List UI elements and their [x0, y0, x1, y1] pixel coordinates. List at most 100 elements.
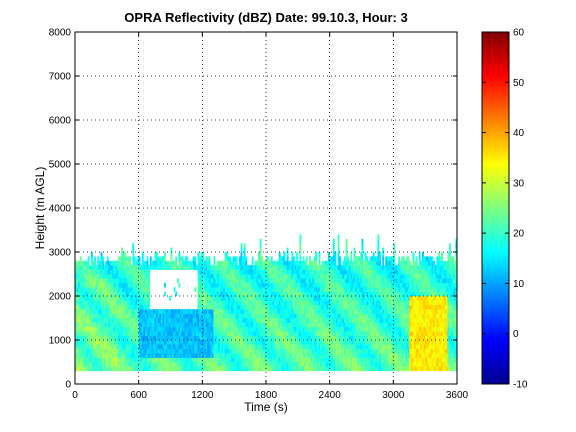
heatmap-cell	[224, 331, 227, 336]
heatmap-cell	[238, 309, 241, 314]
heatmap-cell	[240, 322, 243, 328]
heatmap-cell	[283, 296, 286, 301]
heatmap-cell	[156, 366, 159, 372]
heatmap-cell	[132, 335, 135, 341]
heatmap-cell	[211, 348, 214, 354]
heatmap-cell	[318, 340, 321, 345]
heatmap-cell	[374, 313, 377, 319]
heatmap-cell	[359, 252, 362, 257]
heatmap-cell	[211, 300, 214, 306]
heatmap-cell	[221, 340, 224, 345]
heatmap-cell	[122, 256, 125, 262]
heatmap-cell	[221, 260, 224, 266]
heatmap-cell	[347, 304, 350, 310]
heatmap-cell	[356, 300, 359, 306]
heatmap-cell	[208, 269, 211, 275]
heatmap-cell	[87, 296, 90, 301]
heatmap-cell	[95, 278, 98, 284]
heatmap-cell	[374, 260, 377, 266]
heatmap-cell	[343, 340, 346, 345]
heatmap-cell	[358, 304, 361, 310]
heatmap-cell	[84, 344, 87, 350]
heatmap-cell	[272, 309, 275, 314]
heatmap-cell	[100, 335, 103, 341]
heatmap-cell	[315, 318, 318, 323]
heatmap-cell	[76, 287, 79, 292]
heatmap-cell	[243, 291, 246, 297]
heatmap-cell	[291, 318, 294, 323]
heatmap-cell	[375, 291, 378, 297]
heatmap-cell	[215, 291, 217, 297]
heatmap-cell	[361, 331, 364, 336]
heatmap-cell	[296, 318, 299, 323]
heatmap-cell	[103, 318, 106, 323]
heatmap-cell	[382, 326, 385, 332]
heatmap-cell	[388, 322, 391, 328]
heatmap-cell	[135, 274, 138, 279]
heatmap-cell	[391, 353, 394, 358]
heatmap-cell	[364, 313, 367, 319]
heatmap-cell	[251, 313, 254, 319]
heatmap-cell	[216, 335, 219, 341]
heatmap-cell	[259, 362, 262, 367]
heatmap-cell	[355, 322, 358, 328]
heatmap-cell	[79, 362, 82, 367]
heatmap-cell	[199, 309, 202, 314]
heatmap-cell	[266, 331, 268, 336]
heatmap-cell	[324, 274, 327, 279]
heatmap-cell	[380, 344, 383, 350]
heatmap-cell	[197, 296, 200, 301]
heatmap-cell	[227, 296, 230, 301]
heatmap-cell	[194, 322, 197, 328]
heatmap-cell	[90, 362, 93, 367]
heatmap-cell	[105, 274, 108, 279]
heatmap-cell	[178, 348, 181, 354]
heatmap-cell	[79, 269, 82, 275]
heatmap-cell	[143, 269, 146, 275]
heatmap-cell	[207, 304, 209, 310]
heatmap-cell	[243, 252, 246, 257]
heatmap-cell	[87, 357, 90, 363]
heatmap-cell	[380, 291, 383, 297]
heatmap-cell	[113, 322, 116, 328]
heatmap-cell	[122, 318, 125, 323]
heatmap-cell	[256, 278, 259, 284]
heatmap-cell	[121, 256, 124, 262]
heatmap-cell	[377, 287, 380, 292]
heatmap-cell	[149, 326, 152, 332]
heatmap-cell	[328, 269, 330, 275]
heatmap-cell	[359, 313, 362, 319]
heatmap-cell	[157, 326, 160, 332]
heatmap-cell	[356, 366, 359, 372]
heatmap-cell	[159, 318, 162, 323]
heatmap-cell	[202, 318, 205, 323]
heatmap-cell	[227, 256, 230, 262]
heatmap-cell	[334, 340, 337, 345]
heatmap-cell	[79, 331, 82, 336]
heatmap-cell	[367, 366, 370, 372]
heatmap-cell	[261, 282, 264, 288]
heatmap-cell	[391, 274, 394, 279]
heatmap-cell	[173, 265, 176, 270]
heatmap-cell	[329, 300, 332, 306]
heatmap-cell	[383, 322, 386, 328]
heatmap-cell	[269, 318, 272, 323]
heatmap-cell	[253, 282, 256, 288]
heatmap-cell	[323, 326, 326, 332]
heatmap-cell	[393, 357, 396, 363]
heatmap-cell	[124, 340, 127, 345]
heatmap-cell	[393, 278, 396, 284]
heatmap-cell	[194, 357, 197, 363]
heatmap-cell	[286, 296, 289, 301]
heatmap-cell	[151, 309, 154, 314]
heatmap-cell	[297, 344, 300, 350]
heatmap-cell	[199, 331, 202, 336]
heatmap-cell	[157, 344, 160, 350]
heatmap-cell	[283, 357, 286, 363]
heatmap-cell	[326, 309, 329, 314]
heatmap-cell	[334, 291, 337, 297]
heatmap-cell	[307, 322, 310, 328]
heatmap-cell	[342, 340, 345, 345]
heatmap-cell	[364, 304, 367, 310]
heatmap-cell	[256, 318, 259, 323]
